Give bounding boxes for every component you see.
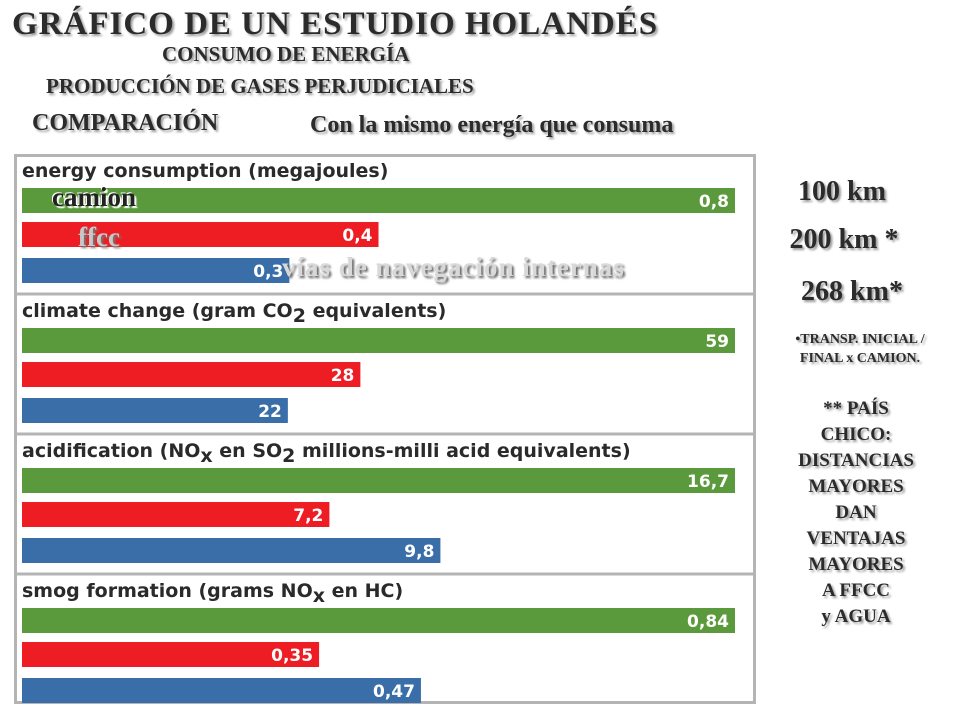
bar (22, 188, 735, 213)
bar-value-label: 0,8 (699, 192, 729, 212)
bar-value-label: 16,7 (687, 472, 729, 492)
note-line: ** PAÍS (823, 398, 889, 419)
subtitle-energy: CONSUMO DE ENERGÍA (162, 42, 410, 66)
bar-value-label: 59 (705, 332, 729, 352)
bar-value-label: 0,3 (253, 262, 283, 282)
bar-chart: energy consumption (megajoules) 0,8 0,4 0,3… (14, 154, 756, 709)
bar (22, 258, 290, 283)
note-line: CHICO: (820, 424, 892, 445)
note-line: DAN (835, 502, 877, 523)
distance-waterways: 268 km* (801, 276, 903, 307)
bar (22, 362, 361, 387)
panel-title: acidification (NOx en SO2 millions-milli… (22, 440, 631, 467)
camion-label: camion (52, 182, 136, 212)
note-line: VENTAJAS (806, 528, 906, 549)
panel-title: energy consumption (megajoules) (22, 160, 388, 182)
note-line: MAYORES (808, 554, 904, 575)
bar-value-label: 0,84 (687, 612, 729, 632)
bar-value-label: 0,4 (342, 226, 372, 246)
distance-camion: 100 km (798, 176, 886, 207)
panel-title: smog formation (grams NOx en HC) (22, 580, 403, 607)
bar-value-label: 22 (258, 402, 282, 422)
comparison-label: COMPARACIÓN (32, 110, 219, 136)
note-transport: •TRANSP. INICIAL / FINAL x CAMION. (760, 330, 960, 368)
subtitle-gases: PRODUCCIÓN DE GASES PERJUDICIALES (46, 74, 474, 98)
panel-title: climate change (gram CO2 equivalents) (22, 300, 446, 327)
bar-value-label: 0,35 (271, 646, 313, 666)
bar (22, 642, 320, 667)
bar-chart-svg: energy consumption (megajoules) 0,8 0,4 0,3… (14, 154, 756, 704)
bar (22, 328, 735, 353)
bar (22, 678, 421, 703)
comparison-text: Con la mismo energía que consuma (310, 112, 674, 138)
note-line: DISTANCIAS (798, 450, 914, 471)
bar (22, 468, 735, 493)
note-line: y AGUA (821, 606, 891, 627)
note-line: A FFCC (821, 580, 891, 601)
distance-ffcc: 200 km * (789, 224, 899, 255)
note-line: MAYORES (808, 476, 904, 497)
page-title: GRÁFICO DE UN ESTUDIO HOLANDÉS (12, 6, 659, 42)
bar-value-label: 0,47 (373, 682, 415, 702)
note-small-country: ** PAÍS CHICO: DISTANCIAS MAYORES DAN VE… (770, 396, 942, 630)
bar (22, 608, 735, 633)
bar-value-label: 9,8 (404, 542, 434, 562)
bar (22, 222, 379, 247)
waterways-label: vías de navegación internas (282, 252, 625, 282)
note-transport-line-1: •TRANSP. INICIAL / (795, 332, 925, 347)
bar (22, 502, 330, 527)
bar (22, 538, 441, 563)
bar-value-label: 7,2 (293, 506, 323, 526)
bar-value-label: 28 (331, 366, 355, 386)
ffcc-label: ffcc (78, 222, 120, 252)
bar (22, 398, 288, 423)
note-transport-line-2: FINAL x CAMION. (799, 351, 921, 366)
